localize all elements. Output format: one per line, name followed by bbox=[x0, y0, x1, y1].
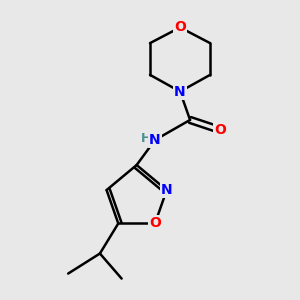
Text: O: O bbox=[174, 20, 186, 34]
Text: O: O bbox=[214, 123, 226, 137]
Text: N: N bbox=[149, 133, 161, 147]
Text: H: H bbox=[141, 132, 151, 145]
Text: N: N bbox=[174, 85, 186, 99]
Text: N: N bbox=[161, 183, 172, 197]
Text: O: O bbox=[149, 217, 161, 230]
